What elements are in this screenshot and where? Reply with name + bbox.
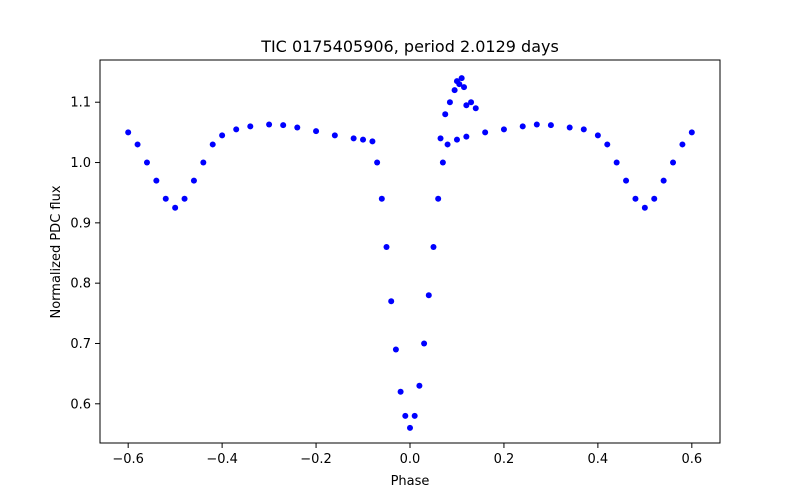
data-point — [446, 99, 453, 106]
y-tick-label: 0.7 — [70, 337, 91, 352]
data-point — [153, 177, 160, 184]
y-axis: 0.6 0.7 0.8 0.9 1.0 1.1 — [70, 96, 100, 412]
data-point — [468, 99, 475, 106]
data-point — [451, 87, 458, 94]
x-tick-label: −0.2 — [300, 452, 332, 467]
data-point — [219, 132, 226, 139]
data-point — [533, 121, 540, 128]
data-point — [453, 136, 460, 143]
data-point — [437, 135, 444, 142]
data-point — [458, 75, 465, 82]
x-tick-label: 0.4 — [588, 452, 609, 467]
data-point — [411, 412, 418, 419]
data-point — [233, 126, 240, 133]
data-point — [430, 243, 437, 250]
data-point — [439, 159, 446, 166]
data-point — [190, 177, 197, 184]
data-point — [500, 126, 507, 133]
data-point — [421, 340, 428, 347]
x-tick-label: 0.6 — [681, 452, 702, 467]
data-point — [360, 136, 367, 143]
data-point — [632, 195, 639, 202]
data-point — [247, 123, 254, 130]
x-tick-label: 0.0 — [400, 452, 421, 467]
data-point — [200, 159, 207, 166]
data-point — [688, 129, 695, 136]
data-point — [402, 412, 409, 419]
data-point — [456, 81, 463, 88]
data-point — [580, 126, 587, 133]
data-point — [482, 129, 489, 136]
data-point — [397, 388, 404, 395]
data-point — [350, 135, 357, 142]
data-point — [463, 102, 470, 109]
data-point — [125, 129, 132, 136]
data-point — [594, 132, 601, 139]
data-point — [209, 141, 216, 148]
data-point — [442, 111, 449, 118]
data-point — [383, 243, 390, 250]
data-point — [416, 382, 423, 389]
data-point — [172, 204, 179, 211]
data-point — [679, 141, 686, 148]
data-point — [392, 346, 399, 353]
data-point — [472, 105, 479, 112]
y-tick-label: 0.9 — [70, 216, 91, 231]
data-point — [280, 122, 287, 129]
x-axis-label: Phase — [391, 474, 430, 489]
data-point — [407, 424, 413, 431]
data-point — [181, 195, 188, 202]
x-tick-label: 0.2 — [494, 452, 515, 467]
y-tick-label: 0.8 — [70, 277, 91, 292]
x-tick-label: −0.6 — [112, 452, 144, 467]
data-point — [651, 195, 658, 202]
data-point — [566, 124, 573, 131]
y-tick-label: 1.0 — [70, 156, 91, 171]
data-point — [623, 177, 630, 184]
data-point — [294, 124, 301, 131]
y-tick-label: 0.6 — [70, 397, 91, 412]
data-point — [374, 159, 381, 166]
y-tick-label: 1.1 — [70, 96, 91, 111]
data-point — [134, 141, 141, 148]
data-point — [641, 204, 648, 211]
data-point — [435, 195, 442, 202]
x-tick-label: −0.4 — [206, 452, 238, 467]
data-point — [425, 292, 432, 299]
data-point — [369, 138, 376, 145]
data-point — [547, 122, 554, 129]
x-axis: −0.6 −0.4 −0.2 0.0 0.2 0.4 0.6 — [112, 443, 702, 467]
data-point — [519, 123, 526, 130]
data-point — [613, 159, 620, 166]
data-point — [444, 141, 451, 148]
data-point — [143, 159, 150, 166]
data-point — [670, 159, 677, 166]
data-point — [378, 195, 385, 202]
data-points — [125, 75, 695, 431]
data-point — [461, 84, 468, 91]
y-axis-label: Normalized PDC flux — [49, 185, 64, 318]
data-point — [162, 195, 169, 202]
data-point — [660, 177, 667, 184]
chart-title: TIC 0175405906, period 2.0129 days — [260, 37, 559, 56]
data-point — [331, 132, 338, 139]
data-point — [388, 298, 395, 305]
data-point — [313, 128, 320, 135]
data-point — [604, 141, 611, 148]
data-point — [463, 133, 470, 140]
data-point — [266, 121, 273, 128]
